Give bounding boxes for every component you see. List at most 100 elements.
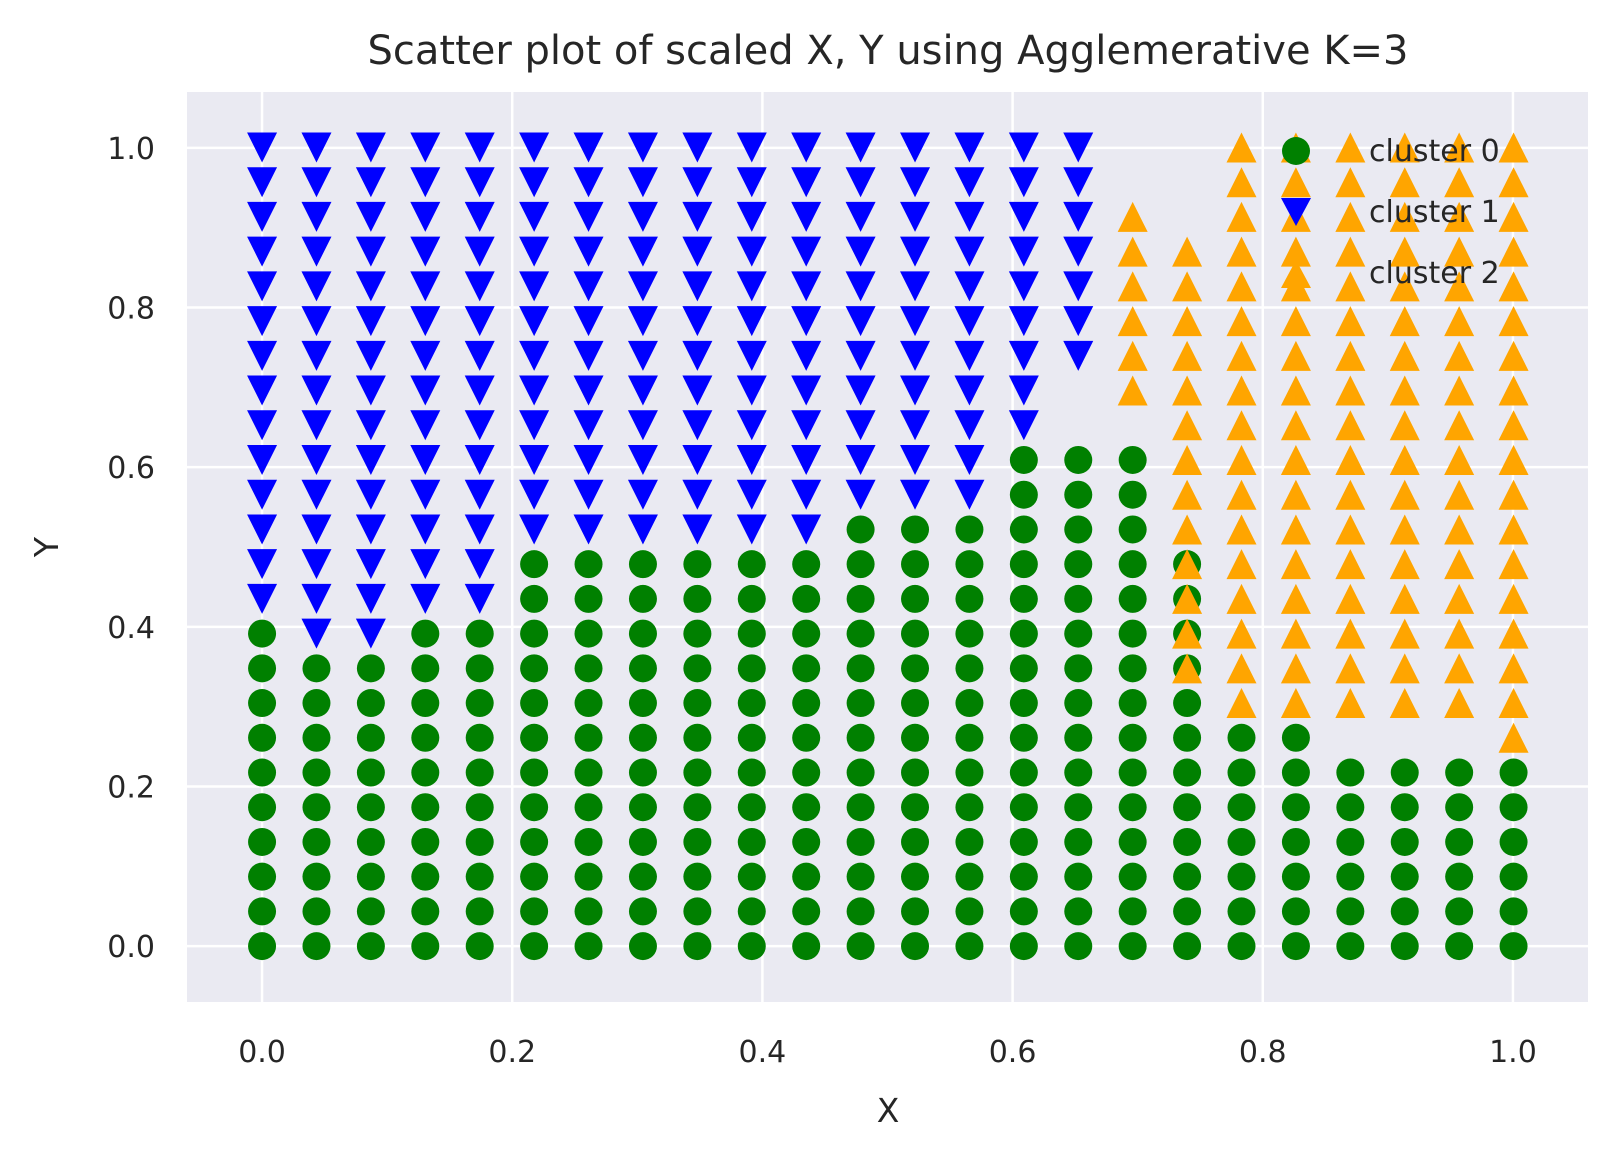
point-cluster-0 (1281, 862, 1310, 891)
point-cluster-1 (573, 410, 604, 441)
point-cluster-0 (628, 584, 657, 613)
point-cluster-1 (682, 201, 713, 232)
point-cluster-0 (1336, 897, 1365, 926)
point-cluster-0 (411, 619, 440, 648)
point-cluster-1 (845, 340, 876, 371)
point-cluster-1 (247, 167, 278, 198)
point-cluster-0 (846, 897, 875, 926)
point-cluster-2 (1444, 549, 1475, 580)
point-cluster-1 (573, 375, 604, 406)
point-cluster-0 (1390, 793, 1419, 822)
y-tick-label: 0.6 (107, 451, 155, 486)
point-cluster-0 (465, 897, 494, 926)
point-cluster-1 (355, 132, 386, 163)
point-cluster-0 (792, 550, 821, 579)
point-cluster-1 (410, 306, 441, 337)
point-cluster-0 (1499, 827, 1528, 856)
point-cluster-2 (1280, 410, 1311, 441)
point-cluster-0 (1118, 793, 1147, 822)
point-cluster-0 (465, 827, 494, 856)
point-cluster-0 (792, 793, 821, 822)
point-cluster-0 (955, 793, 984, 822)
point-cluster-2 (1444, 618, 1475, 649)
point-cluster-0 (737, 654, 766, 683)
point-cluster-1 (247, 201, 278, 232)
point-cluster-1 (1063, 236, 1094, 267)
point-cluster-2 (1335, 236, 1366, 267)
point-cluster-2 (1389, 688, 1420, 719)
point-cluster-0 (1173, 897, 1202, 926)
point-cluster-2 (1172, 410, 1203, 441)
point-cluster-1 (301, 514, 332, 545)
point-cluster-0 (1390, 897, 1419, 926)
point-cluster-2 (1280, 236, 1311, 267)
point-cluster-2 (1389, 549, 1420, 580)
point-cluster-0 (1118, 723, 1147, 752)
point-cluster-0 (737, 723, 766, 752)
point-cluster-0 (901, 584, 930, 613)
point-cluster-0 (248, 827, 277, 856)
point-cluster-0 (955, 689, 984, 718)
point-cluster-0 (1118, 897, 1147, 926)
x-tick-label: 0.4 (739, 1035, 787, 1070)
point-cluster-1 (519, 375, 550, 406)
point-cluster-0 (574, 793, 603, 822)
point-cluster-1 (355, 201, 386, 232)
point-cluster-1 (355, 444, 386, 475)
point-cluster-1 (682, 306, 713, 337)
point-cluster-0 (465, 932, 494, 961)
legend-label-cluster-0: cluster 0 (1369, 134, 1500, 169)
point-cluster-0 (1227, 758, 1256, 787)
point-cluster-1 (627, 340, 658, 371)
point-cluster-1 (736, 514, 767, 545)
chart-title: Scatter plot of scaled X, Y using Agglem… (368, 28, 1409, 74)
point-cluster-2 (1335, 167, 1366, 198)
point-cluster-0 (356, 827, 385, 856)
point-cluster-0 (792, 619, 821, 648)
y-tick-label: 0.0 (107, 930, 155, 965)
legend-entry-cluster-1: cluster 1 (1281, 195, 1500, 230)
point-cluster-1 (301, 236, 332, 267)
point-cluster-1 (1063, 306, 1094, 337)
point-cluster-2 (1172, 479, 1203, 510)
point-cluster-1 (627, 132, 658, 163)
point-cluster-1 (845, 306, 876, 337)
point-cluster-1 (845, 167, 876, 198)
point-cluster-0 (356, 758, 385, 787)
point-cluster-2 (1444, 375, 1475, 406)
point-cluster-1 (791, 236, 822, 267)
point-cluster-2 (1335, 410, 1366, 441)
data-points (247, 132, 1529, 961)
legend-entry-cluster-0: cluster 0 (1282, 134, 1500, 169)
point-cluster-1 (301, 375, 332, 406)
point-cluster-2 (1498, 375, 1529, 406)
point-cluster-2 (1172, 271, 1203, 302)
point-cluster-0 (1499, 758, 1528, 787)
point-cluster-0 (1118, 827, 1147, 856)
point-cluster-1 (573, 444, 604, 475)
point-cluster-0 (1064, 619, 1093, 648)
point-cluster-0 (846, 584, 875, 613)
point-cluster-0 (465, 758, 494, 787)
point-cluster-0 (1118, 515, 1147, 544)
point-cluster-0 (1173, 758, 1202, 787)
point-cluster-1 (410, 132, 441, 163)
point-cluster-2 (1498, 688, 1529, 719)
x-tick-label: 1.0 (1489, 1035, 1537, 1070)
point-cluster-0 (901, 689, 930, 718)
point-cluster-1 (519, 271, 550, 302)
point-cluster-0 (683, 862, 712, 891)
point-cluster-0 (1173, 689, 1202, 718)
point-cluster-0 (901, 723, 930, 752)
point-cluster-0 (628, 758, 657, 787)
point-cluster-1 (1008, 375, 1039, 406)
point-cluster-0 (302, 862, 331, 891)
point-cluster-0 (1009, 584, 1038, 613)
point-cluster-1 (301, 410, 332, 441)
point-cluster-0 (1009, 897, 1038, 926)
point-cluster-2 (1498, 201, 1529, 232)
point-cluster-0 (1064, 897, 1093, 926)
point-cluster-0 (1445, 862, 1474, 891)
point-cluster-0 (901, 827, 930, 856)
point-cluster-0 (574, 550, 603, 579)
